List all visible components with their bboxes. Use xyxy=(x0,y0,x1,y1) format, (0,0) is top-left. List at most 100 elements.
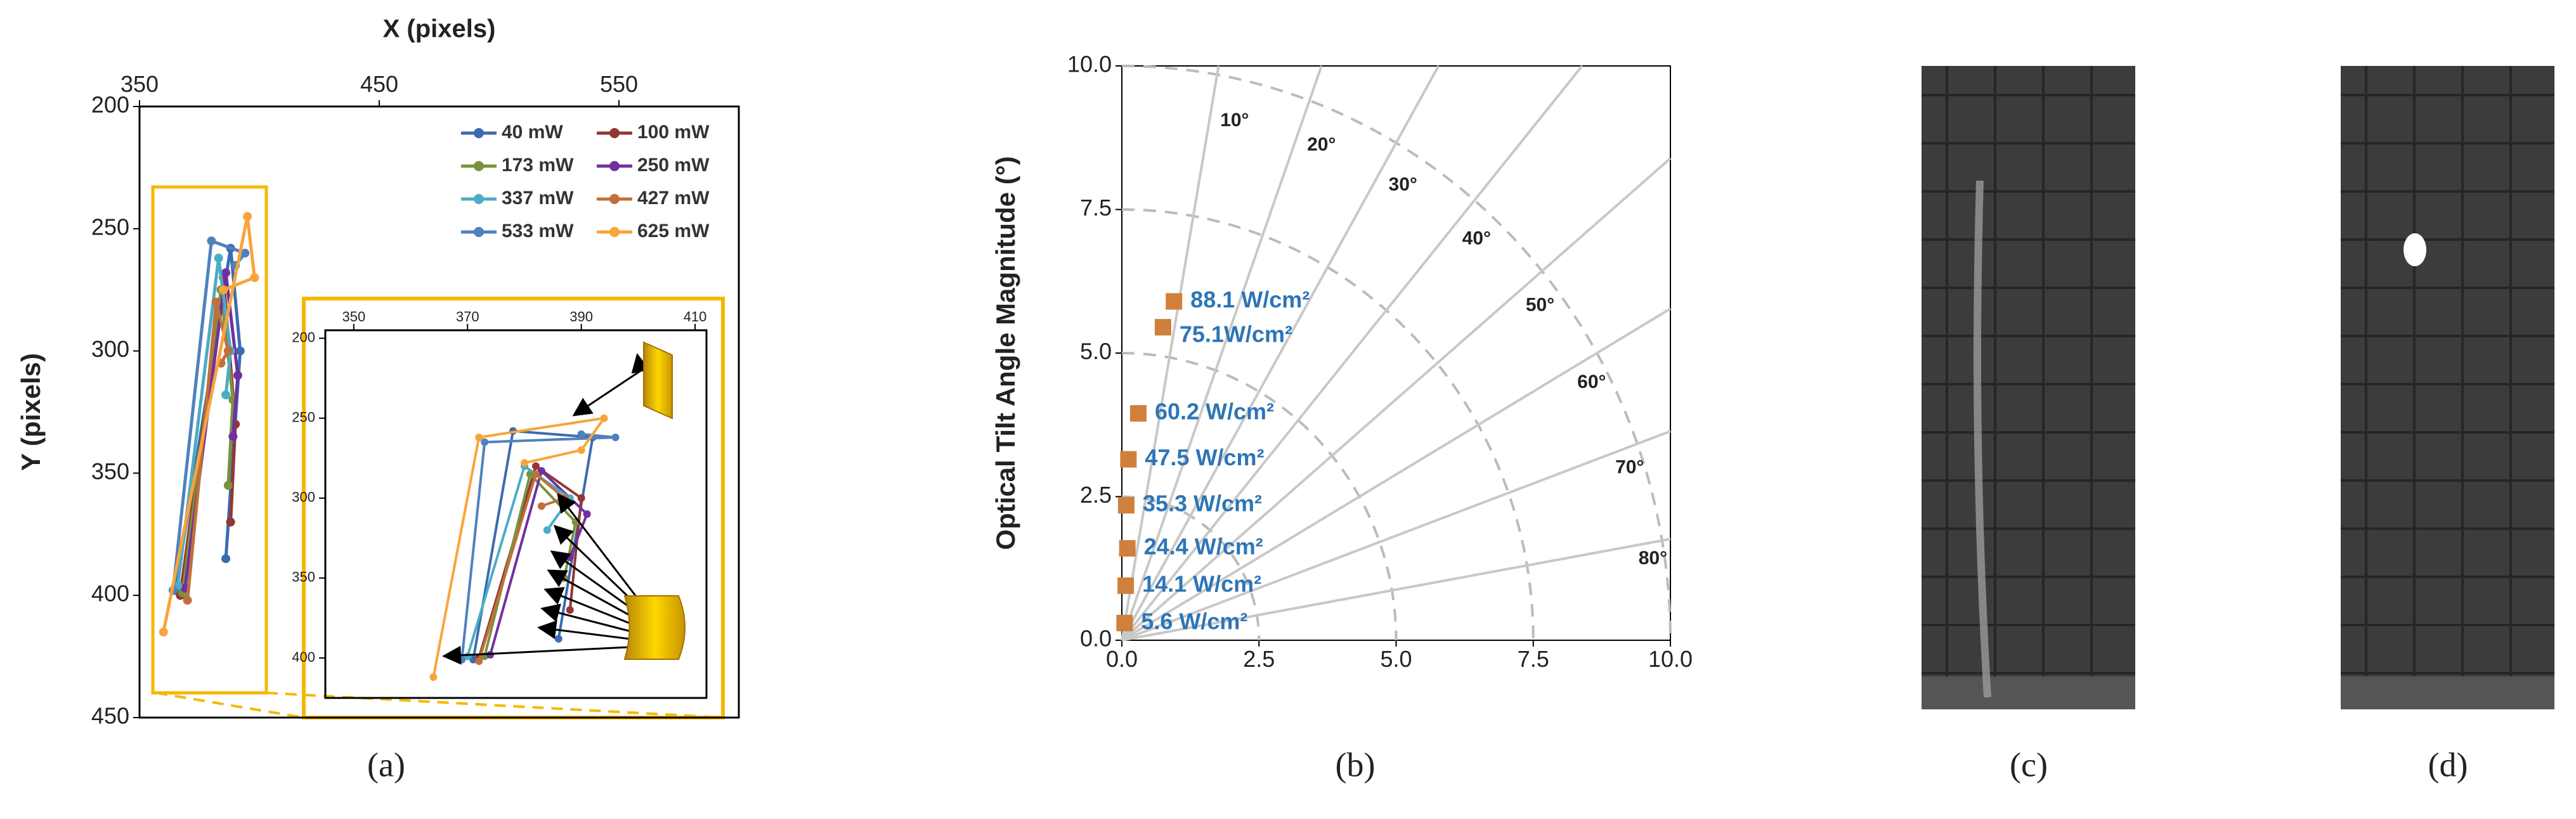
trajectory-point xyxy=(211,297,221,307)
trajectory-point xyxy=(235,346,245,356)
data-label: 35.3 W/cm² xyxy=(1143,491,1262,517)
arrow xyxy=(550,550,641,616)
arrow xyxy=(547,569,641,622)
trajectory-point xyxy=(475,433,483,441)
light-streak xyxy=(1974,180,1991,698)
x-tick-label: 390 xyxy=(569,309,593,325)
trajectory-point xyxy=(429,673,438,681)
trajectory-point xyxy=(475,657,483,665)
plot-frame xyxy=(138,105,740,719)
camera-images xyxy=(1922,66,2554,709)
image-band xyxy=(1922,676,2135,709)
arrow xyxy=(553,524,642,610)
arrow xyxy=(442,645,641,665)
arrow xyxy=(631,353,651,374)
trajectory-point xyxy=(223,346,233,356)
y-tick-label: 7.5 xyxy=(1080,195,1112,221)
x-tick-label: 370 xyxy=(456,309,479,325)
camera-image xyxy=(2341,66,2554,709)
x-tick-label: 350 xyxy=(342,309,365,325)
legend-label: 533 mW xyxy=(502,221,574,242)
data-point xyxy=(1166,293,1183,310)
trajectory-point xyxy=(566,606,574,614)
trajectory-point xyxy=(221,390,231,400)
trajectory-point xyxy=(458,655,466,664)
caption: (a) xyxy=(367,745,405,784)
y-tick-label: 300 xyxy=(292,489,315,505)
camera-image xyxy=(1922,66,2135,709)
tilt-angle-label: 40° xyxy=(1462,228,1491,249)
y-tick-label: 200 xyxy=(91,92,129,118)
legend-marker xyxy=(474,161,484,171)
arrow xyxy=(540,603,641,635)
x-tick-label: 0.0 xyxy=(1106,646,1138,672)
trajectory-point xyxy=(520,459,528,467)
y-tick-label: 250 xyxy=(292,410,315,425)
trajectory-point xyxy=(221,554,231,564)
y-tick-label: 300 xyxy=(91,336,129,362)
arrow xyxy=(543,587,641,629)
y-tick-label: 400 xyxy=(91,581,129,607)
trajectory-point xyxy=(240,248,250,258)
trajectory xyxy=(186,301,230,601)
trajectory xyxy=(478,472,567,662)
legend-marker xyxy=(609,161,620,171)
x-tick-label: 350 xyxy=(120,71,159,97)
mirror-icon xyxy=(643,341,673,420)
tilt-arc xyxy=(1121,65,1672,641)
tilt-ray xyxy=(1121,65,1440,641)
trajectory-point xyxy=(226,517,235,527)
trajectory-point xyxy=(531,462,540,470)
caption: (b) xyxy=(1336,745,1376,784)
legend-marker xyxy=(609,194,620,204)
tilt-angle-label: 10° xyxy=(1220,110,1249,131)
y-tick-label: 2.5 xyxy=(1080,482,1112,508)
y-tick-label: 250 xyxy=(91,214,129,240)
tilt-ray xyxy=(1121,65,1584,642)
y-tick-label: 400 xyxy=(292,649,315,665)
zoom-line xyxy=(155,692,304,719)
legend-label: 100 mW xyxy=(637,122,710,143)
tilt-angle-label: 80° xyxy=(1639,548,1667,569)
tilt-angle-label: 30° xyxy=(1389,174,1417,195)
legend-label: 40 mW xyxy=(502,122,563,143)
caption: (d) xyxy=(2428,745,2468,784)
tilt-ray xyxy=(1121,307,1672,642)
y-tick-label: 350 xyxy=(91,458,129,484)
tilt-angle-label: 60° xyxy=(1577,371,1606,392)
data-label: 60.2 W/cm² xyxy=(1155,399,1274,425)
trajectory-point xyxy=(214,254,223,263)
tilt-ray xyxy=(1121,65,1323,641)
tilt-ray xyxy=(1121,538,1671,642)
y-tick-label: 450 xyxy=(91,703,129,729)
legend-label: 625 mW xyxy=(637,221,710,242)
arrow xyxy=(557,493,642,603)
trajectory-point xyxy=(537,502,545,510)
legend-marker xyxy=(474,194,484,204)
trajectory-point xyxy=(219,285,228,295)
data-label: 88.1 W/cm² xyxy=(1190,287,1310,313)
trajectory-point xyxy=(554,635,563,643)
data-point xyxy=(1120,451,1137,468)
arrow xyxy=(537,620,641,642)
tilt-angle-label: 70° xyxy=(1615,457,1644,478)
data-label: 5.6 W/cm² xyxy=(1141,608,1247,634)
data-label: 47.5 W/cm² xyxy=(1145,444,1264,470)
y-tick-label: 0.0 xyxy=(1080,626,1112,652)
arrow xyxy=(572,370,641,416)
legend-label: 250 mW xyxy=(637,155,710,176)
trajectory-point xyxy=(223,480,233,490)
image-band xyxy=(2341,676,2554,709)
tilt-ray xyxy=(1121,430,1671,642)
legend-label: 427 mW xyxy=(637,188,710,209)
trajectory xyxy=(176,257,233,586)
trajectory-point xyxy=(577,494,585,502)
data-point xyxy=(1117,577,1135,594)
data-point xyxy=(1154,319,1171,336)
legend-marker xyxy=(609,227,620,237)
light-spot xyxy=(2404,233,2426,266)
y-tick-label: 200 xyxy=(292,329,315,345)
y-tick-label: 10.0 xyxy=(1067,51,1112,77)
trajectory-point xyxy=(159,628,168,637)
